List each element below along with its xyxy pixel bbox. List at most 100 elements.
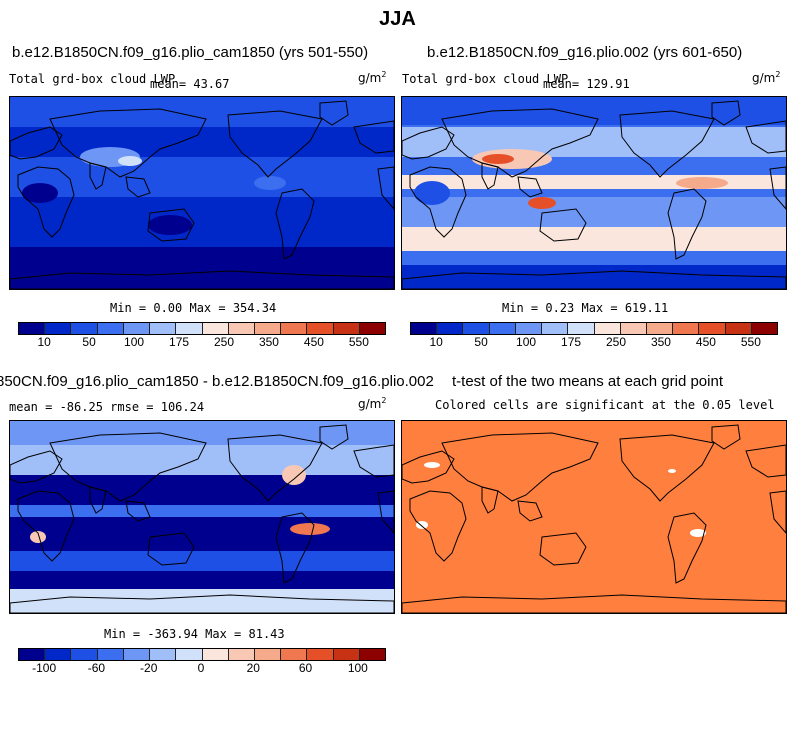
- coastline-eurasiaR: [745, 444, 786, 478]
- colorbar-swatch: [333, 649, 360, 660]
- colorbar-swatch: [725, 323, 752, 334]
- panel-1-variable-label: Total grd-box cloud LWP: [9, 72, 176, 86]
- coastline-greenland: [711, 424, 741, 450]
- coastline-india: [89, 162, 107, 190]
- coastline-namerica: [227, 434, 323, 502]
- colorbar-swatch: [150, 649, 177, 660]
- panel-2-title: b.e12.B1850CN.f09_g16.plio.002 (yrs 601-…: [427, 44, 743, 61]
- colorbar-tick-label: -20: [140, 661, 158, 675]
- colorbar-tick-label: 50: [82, 335, 96, 349]
- coastline-seasia: [517, 500, 543, 522]
- colorbar-swatch: [646, 323, 674, 334]
- colorbar-swatch: [176, 649, 203, 660]
- field-positive-africa: [30, 531, 46, 543]
- colorbar-tick-label: 350: [258, 335, 279, 349]
- colorbar-swatch: [673, 323, 700, 334]
- coastline-antarctica: [10, 270, 394, 289]
- panel-2-colorbar-ticks: 10 50 100 175 250 350 450 550: [410, 335, 776, 351]
- colorbar-swatch: [228, 323, 255, 334]
- field-band-north: [10, 421, 394, 445]
- coastline-africaR: [769, 490, 786, 534]
- colorbar-tick-label: -100: [32, 661, 57, 675]
- colorbar-swatch: [71, 649, 98, 660]
- coastline-namerica: [227, 110, 323, 178]
- coastline-africa: [409, 166, 467, 238]
- coastline-europe: [402, 126, 455, 160]
- field-low-africa: [22, 183, 58, 203]
- panel-2-colorbar: [410, 322, 778, 335]
- coastline-greenland: [319, 424, 349, 450]
- colorbar-tick-label: 550: [740, 335, 761, 349]
- colorbar-swatch: [281, 649, 308, 660]
- panel-3-stats-label: mean = -86.25 rmse = 106.24: [9, 400, 205, 414]
- colorbar-swatch: [45, 323, 72, 334]
- colorbar-swatch: [594, 323, 621, 334]
- coastline-africaR: [769, 166, 786, 210]
- colorbar-tick-label: 10: [429, 335, 443, 349]
- colorbar-swatch: [568, 323, 595, 334]
- field-band-midlat: [10, 445, 394, 475]
- panel-3-stats: Min = -363.94 Max = 81.43: [104, 627, 285, 641]
- colorbar-swatch: [359, 323, 386, 334]
- colorbar-swatch: [71, 323, 98, 334]
- field-peak-pacific: [676, 177, 728, 189]
- coastline-africa: [17, 166, 75, 238]
- coastline-namerica: [619, 434, 715, 502]
- field-peak-asia: [482, 154, 514, 164]
- coastline-india: [89, 486, 107, 514]
- colorbar-swatch: [542, 323, 569, 334]
- coastline-samerica: [667, 188, 707, 260]
- colorbar-swatch: [202, 323, 229, 334]
- colorbar-swatch: [150, 323, 177, 334]
- colorbar-tick-label: 60: [298, 661, 313, 675]
- colorbar-tick-label: 450: [695, 335, 716, 349]
- colorbar-tick-label: 20: [246, 661, 260, 675]
- coastline-greenland: [711, 100, 741, 126]
- coastline-samerica: [667, 512, 707, 584]
- colorbar-swatch: [202, 649, 229, 660]
- coastline-asia: [441, 432, 599, 502]
- field-band-tropics: [10, 157, 394, 197]
- panel-1-map: [9, 96, 395, 290]
- coastline-seasia: [517, 176, 543, 198]
- colorbar-tick-label: 100: [347, 661, 368, 675]
- colorbar-swatch: [97, 323, 124, 334]
- coastline-asia: [441, 108, 599, 178]
- field-band-southern-ocean: [402, 227, 786, 251]
- field-background: [402, 97, 786, 289]
- colorbar-tick-label: 10: [37, 335, 51, 349]
- colorbar-swatch: [359, 649, 386, 660]
- coastline-samerica: [275, 188, 315, 260]
- panel-1-stats: Min = 0.00 Max = 354.34: [110, 301, 277, 315]
- colorbar-swatch: [307, 649, 334, 660]
- field-peak-maritime: [528, 197, 556, 209]
- colorbar-tick-label: 175: [169, 335, 190, 349]
- field-low-australia: [148, 215, 192, 235]
- panel-2-mean: mean= 129.91: [543, 77, 630, 91]
- coastline-europe: [10, 126, 63, 160]
- colorbar-swatch: [176, 323, 203, 334]
- coastline-samerica: [275, 512, 315, 584]
- colorbar-swatch: [307, 323, 334, 334]
- field-blob-america: [254, 176, 286, 190]
- coastline-australia: [539, 532, 587, 566]
- colorbar-swatch: [254, 323, 282, 334]
- panel-4-title: t-test of the two means at each grid poi…: [452, 373, 723, 390]
- colorbar-swatch: [45, 649, 72, 660]
- colorbar-tick-label: -60: [87, 661, 106, 675]
- colorbar-tick-label: 350: [650, 335, 671, 349]
- colorbar-swatch: [19, 323, 46, 334]
- coastline-europe: [402, 450, 455, 484]
- colorbar-swatch: [123, 649, 151, 660]
- panel-2-variable-label: Total grd-box cloud LWP: [402, 72, 569, 86]
- colorbar-swatch: [254, 649, 282, 660]
- field-insignificant-namerica: [668, 469, 676, 473]
- colorbar-swatch: [19, 649, 46, 660]
- colorbar-tick-label: 100: [124, 335, 145, 349]
- panel-1-units: g/m2: [358, 70, 387, 85]
- coastline-eurasiaR: [353, 120, 394, 154]
- field-low-africa: [414, 181, 450, 205]
- coastline-australia: [147, 208, 195, 242]
- coastline-antarctica: [402, 270, 786, 289]
- coastline-asia: [49, 432, 207, 502]
